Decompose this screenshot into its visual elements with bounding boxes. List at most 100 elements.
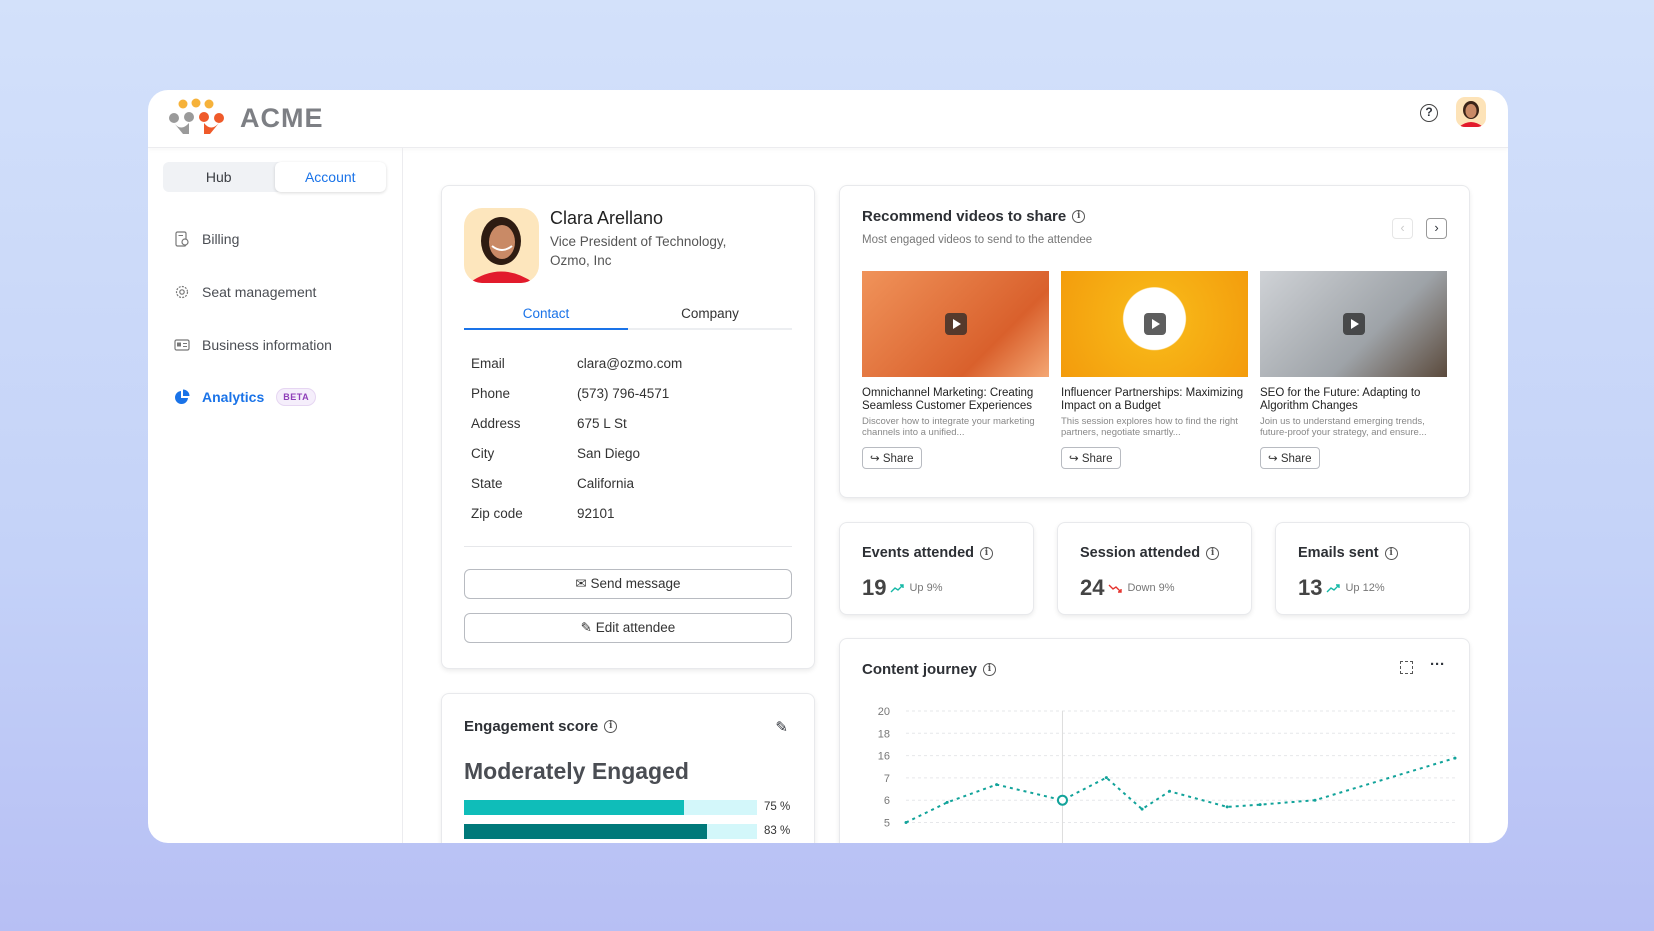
video-thumbnail[interactable] bbox=[1260, 271, 1447, 377]
video-item: Omnichannel Marketing: Creating Seamless… bbox=[862, 271, 1049, 469]
video-item: Influencer Partnerships: Maximizing Impa… bbox=[1061, 271, 1248, 469]
info-icon[interactable]: i bbox=[604, 720, 618, 733]
edit-pencil-icon[interactable]: ✎ bbox=[775, 719, 788, 736]
contact-field-row: State California bbox=[471, 476, 682, 506]
prev-arrow-button[interactable]: ‹ bbox=[1392, 218, 1413, 239]
content-journey-chart: 5 6 7 16 18 20 bbox=[878, 706, 1457, 843]
billing-receipt-icon bbox=[175, 231, 189, 247]
field-label: City bbox=[471, 446, 495, 461]
sidebar-item-label: Billing bbox=[202, 231, 240, 247]
y-tick-label: 18 bbox=[878, 728, 890, 740]
share-button[interactable]: ↪ Share bbox=[862, 447, 922, 469]
share-icon: ↪ bbox=[1069, 453, 1079, 465]
expand-icon[interactable] bbox=[1400, 661, 1413, 674]
play-icon[interactable] bbox=[944, 313, 967, 335]
play-icon[interactable] bbox=[1342, 313, 1365, 335]
help-icon[interactable]: ? bbox=[1420, 104, 1438, 122]
data-point[interactable] bbox=[1225, 805, 1229, 809]
envelope-icon: ✉ bbox=[575, 576, 587, 591]
info-icon[interactable]: i bbox=[1384, 546, 1398, 560]
data-point[interactable] bbox=[1313, 798, 1317, 802]
data-point[interactable] bbox=[904, 821, 908, 824]
info-icon[interactable]: i bbox=[983, 663, 996, 676]
video-thumbnail[interactable] bbox=[862, 271, 1049, 377]
engagement-bar-fill bbox=[464, 824, 708, 839]
engagement-bar bbox=[464, 824, 757, 839]
top-header: ACME ? bbox=[148, 90, 1508, 148]
tab-contact[interactable]: Contact bbox=[464, 306, 628, 330]
edit-attendee-button[interactable]: ✎ Edit attendee bbox=[464, 613, 792, 643]
contact-details: Email clara@ozmo.com Phone (573) 796-4571 Ad… bbox=[471, 356, 682, 536]
data-point[interactable] bbox=[995, 783, 999, 787]
sidebar-item-billing[interactable]: Billing bbox=[174, 231, 239, 247]
series-line bbox=[905, 757, 1456, 824]
data-point[interactable] bbox=[1258, 803, 1262, 807]
engagement-bar bbox=[464, 800, 757, 815]
contact-field-row: City San Diego bbox=[471, 446, 682, 476]
data-point[interactable] bbox=[1453, 756, 1457, 760]
sidebar-item-label: Seat management bbox=[202, 284, 317, 300]
y-tick-label: 5 bbox=[884, 818, 890, 830]
attendee-name: Clara Arellano bbox=[550, 208, 664, 228]
sidebar-item-label: Business information bbox=[202, 337, 332, 353]
field-label: Address bbox=[471, 416, 521, 431]
play-icon[interactable] bbox=[1143, 313, 1166, 335]
data-point[interactable] bbox=[1104, 776, 1108, 780]
stat-value: 13 bbox=[1298, 575, 1323, 600]
hub-account-toggle: Hub Account bbox=[163, 162, 386, 192]
logo[interactable]: ACME bbox=[166, 98, 324, 138]
videos-subtitle: Most engaged videos to send to the atten… bbox=[862, 234, 1093, 246]
y-tick-label: 6 bbox=[884, 795, 890, 807]
data-point[interactable] bbox=[1140, 807, 1144, 811]
video-description: Discover how to integrate your marketing… bbox=[862, 416, 1035, 438]
pencil-icon: ✎ bbox=[580, 620, 592, 635]
next-arrow-button[interactable]: › bbox=[1426, 218, 1447, 239]
video-thumbnail[interactable] bbox=[1061, 271, 1248, 377]
sidebar-item-business-information[interactable]: Business information bbox=[174, 337, 332, 353]
content-journey-card: Content journey i ··· 5 6 7 16 18 20 bbox=[839, 638, 1470, 843]
acme-logo-icon bbox=[169, 98, 224, 134]
sidebar-item-seat-management[interactable]: Seat management bbox=[174, 284, 316, 300]
send-message-button[interactable]: ✉ Send message bbox=[464, 569, 792, 599]
share-button[interactable]: ↪ Share bbox=[1061, 447, 1121, 469]
beta-badge: BETA bbox=[276, 388, 317, 406]
data-point[interactable] bbox=[1056, 794, 1068, 806]
engagement-level: Moderately Engaged bbox=[464, 758, 689, 784]
stat-card: Emails sent i 13 Up 12% bbox=[1275, 522, 1470, 615]
stat-label: Session attended bbox=[1080, 545, 1201, 561]
more-options-icon[interactable]: ··· bbox=[1430, 656, 1445, 673]
info-icon[interactable]: i bbox=[1206, 546, 1220, 560]
contact-field-row: Zip code 92101 bbox=[471, 506, 682, 536]
toggle-hub[interactable]: Hub bbox=[205, 169, 232, 185]
data-point[interactable] bbox=[945, 800, 949, 804]
field-label: Zip code bbox=[471, 506, 523, 521]
chart-title: Content journey bbox=[862, 661, 977, 678]
attendee-avatar bbox=[464, 208, 539, 283]
sidebar-item-analytics[interactable]: Analytics BETA bbox=[174, 388, 317, 406]
stat-trend: Down 9% bbox=[1127, 582, 1175, 594]
info-icon[interactable]: i bbox=[1072, 210, 1086, 223]
attendee-profile-card: Clara Arellano Vice President of Technol… bbox=[441, 185, 815, 669]
trend-up-icon bbox=[1326, 583, 1341, 592]
y-tick-label: 7 bbox=[884, 773, 890, 785]
data-point[interactable] bbox=[1168, 789, 1172, 793]
divider bbox=[464, 546, 792, 547]
share-button[interactable]: ↪ Share bbox=[1260, 447, 1320, 469]
user-avatar[interactable] bbox=[1456, 97, 1486, 127]
tab-company[interactable]: Company bbox=[681, 306, 739, 321]
field-value: 92101 bbox=[577, 506, 615, 521]
video-title: Omnichannel Marketing: Creating Seamless… bbox=[862, 387, 1034, 412]
video-title: SEO for the Future: Adapting to Algorith… bbox=[1260, 387, 1421, 412]
toggle-account[interactable]: Account bbox=[274, 162, 386, 192]
trend-up-icon bbox=[890, 583, 905, 592]
stat-value: 24 bbox=[1080, 575, 1105, 600]
video-description: Join us to understand emerging trends, f… bbox=[1260, 416, 1427, 438]
stat-trend: Up 12% bbox=[1345, 582, 1385, 594]
stat-label: Emails sent bbox=[1298, 545, 1379, 561]
video-description: This session explores how to find the ri… bbox=[1061, 416, 1238, 438]
video-title: Influencer Partnerships: Maximizing Impa… bbox=[1061, 387, 1244, 412]
stat-card: Events attended i 19 Up 9% bbox=[839, 522, 1034, 615]
info-icon[interactable]: i bbox=[980, 546, 993, 560]
contact-field-row: Address 675 L St bbox=[471, 416, 682, 446]
videos-title: Recommend videos to share bbox=[862, 208, 1067, 225]
